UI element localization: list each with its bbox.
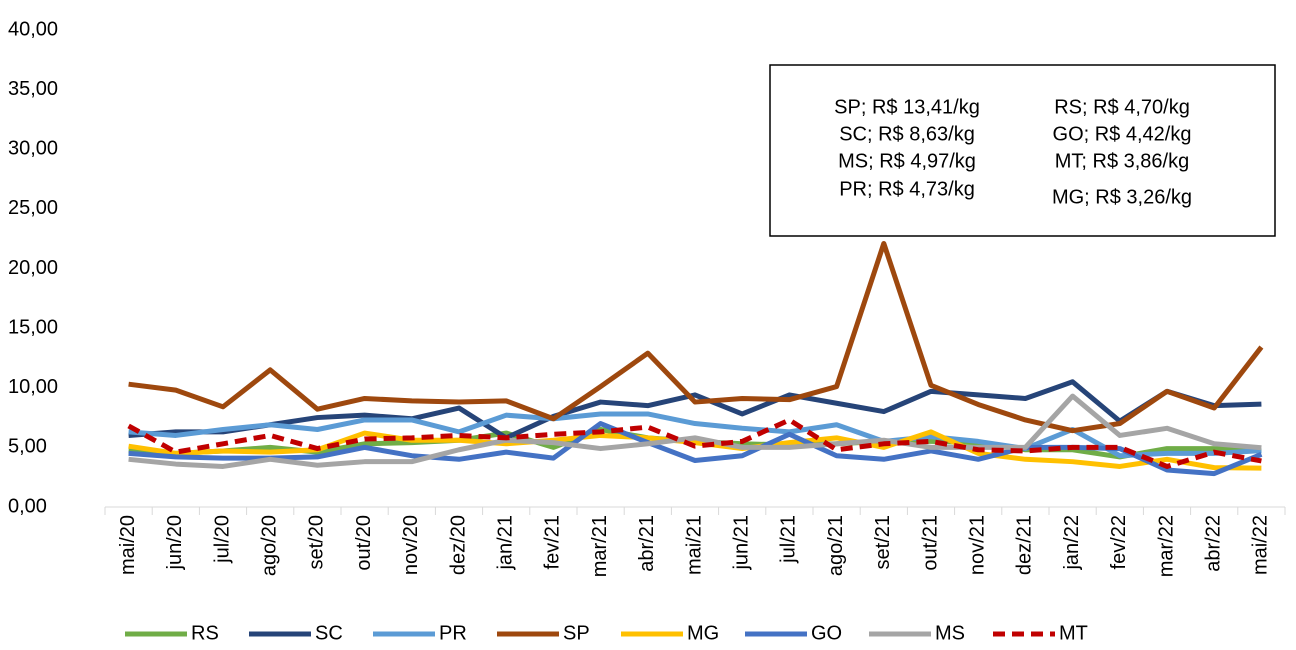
x-tick-label: abr/22 [1202, 515, 1224, 572]
x-tick-label: set/20 [306, 515, 328, 569]
x-tick-label: dez/20 [447, 515, 469, 575]
series-line [127, 417, 1262, 469]
annotation-text: MS; R$ 4,97/kg [838, 150, 976, 172]
legend-label: MS [935, 622, 965, 644]
x-tick-label: jan/21 [494, 515, 516, 571]
x-tick-label: dez/21 [1014, 515, 1036, 575]
x-tick-label: jul/21 [778, 515, 800, 564]
annotation-text: SP; R$ 13,41/kg [834, 96, 980, 118]
x-tick-label: fev/21 [542, 515, 564, 569]
y-tick-label: 35,00 [8, 78, 58, 100]
x-tick-label: mai/20 [117, 515, 139, 575]
series-line [128, 379, 1262, 441]
legend-label: GO [811, 622, 842, 644]
x-tick-label: jul/20 [211, 515, 233, 564]
y-tick-label: 20,00 [8, 257, 58, 279]
annotation-text: PR; R$ 4,73/kg [839, 178, 975, 200]
x-tick-label: out/20 [353, 515, 375, 571]
x-tick-label: jun/20 [164, 515, 186, 571]
y-tick-label: 5,00 [8, 436, 47, 458]
y-tick-label: 25,00 [8, 197, 58, 219]
legend-label: MT [1059, 622, 1088, 644]
y-tick-label: 40,00 [8, 18, 58, 40]
y-tick-label: 15,00 [8, 316, 58, 338]
annotation-text: SC; R$ 8,63/kg [839, 123, 975, 145]
x-tick-label: mar/22 [1155, 515, 1177, 577]
x-tick-label: abr/21 [636, 515, 658, 572]
legend-label: RS [191, 622, 219, 644]
legend-label: SC [315, 622, 343, 644]
x-tick-label: mar/21 [589, 515, 611, 577]
annotation-box [769, 64, 1276, 237]
x-tick-label: nov/21 [966, 515, 988, 575]
series-line [128, 393, 1262, 469]
annotation-text: RS; R$ 4,70/kg [1054, 96, 1190, 118]
x-tick-label: out/21 [919, 515, 941, 571]
annotation-text: MG; R$ 3,26/kg [1052, 186, 1192, 208]
x-tick-label: set/21 [872, 515, 894, 569]
x-tick-label: fev/22 [1108, 515, 1130, 569]
legend-label: PR [439, 622, 467, 644]
x-tick-label: ago/21 [825, 515, 847, 576]
series-line [128, 240, 1264, 434]
x-tick-label: mai/22 [1250, 515, 1272, 575]
x-tick-label: nov/20 [400, 515, 422, 575]
x-tick-label: mai/21 [683, 515, 705, 575]
annotation-text: MT; R$ 3,86/kg [1055, 150, 1190, 172]
annotation-text: GO; R$ 4,42/kg [1053, 123, 1192, 145]
x-tick-label: ago/20 [258, 515, 280, 576]
legend-label: MG [687, 622, 719, 644]
y-tick-label: 10,00 [8, 376, 58, 398]
y-tick-label: 0,00 [8, 495, 47, 517]
y-tick-label: 30,00 [8, 138, 58, 160]
legend-label: SP [563, 622, 590, 644]
x-tick-label: jan/22 [1061, 515, 1083, 571]
x-tick-label: jun/21 [730, 515, 752, 571]
